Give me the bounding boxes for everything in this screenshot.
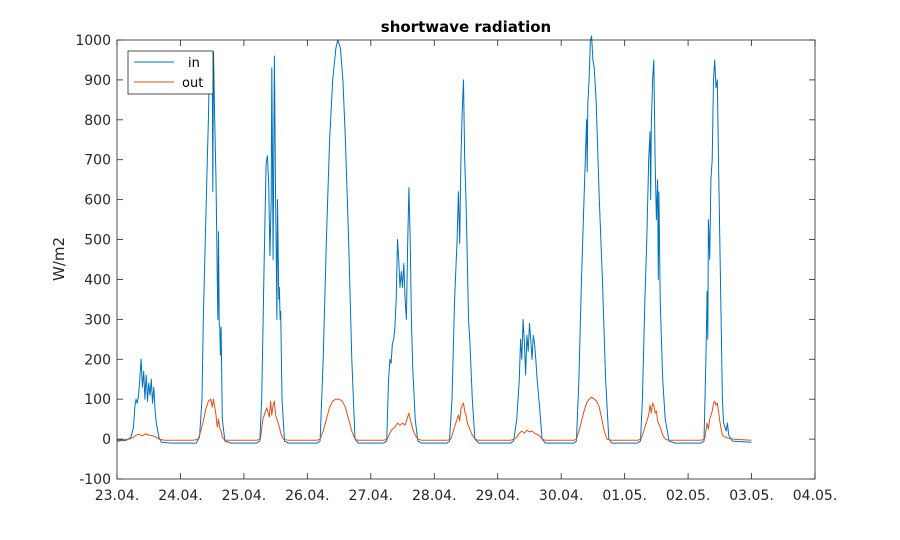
y-tick-label: 600	[84, 193, 111, 209]
x-tick-label: 23.04.	[95, 488, 140, 504]
y-tick-label: 1000	[75, 33, 111, 49]
series-layer	[116, 35, 752, 444]
x-tick-label: 29.04.	[475, 488, 520, 504]
x-tick-label: 24.04.	[158, 488, 203, 504]
x-tick-label: 02.05.	[666, 488, 711, 504]
y-tick-label: 400	[84, 272, 111, 288]
plot-area	[117, 40, 815, 479]
x-tick-label: 03.05.	[729, 488, 774, 504]
y-tick-label: 100	[84, 392, 111, 408]
legend: in out	[127, 50, 214, 95]
y-tick-label: 0	[102, 432, 111, 448]
y-tick-label: 700	[84, 153, 111, 169]
legend-label-out: out	[182, 76, 203, 91]
x-tick-label: 04.05.	[793, 488, 838, 504]
series-line-in	[116, 35, 752, 444]
y-tick-label: 900	[84, 73, 111, 89]
x-tick-label: 25.04.	[222, 488, 267, 504]
y-tick-label: 300	[84, 312, 111, 328]
series-line-out	[116, 396, 752, 441]
axes-box	[116, 39, 816, 480]
x-tick-label: 30.04.	[539, 488, 584, 504]
y-tick-label: 800	[84, 113, 111, 129]
y-axis-label: W/m2	[50, 237, 68, 281]
x-tick-label: 27.04.	[349, 488, 394, 504]
y-tick-label: 500	[84, 233, 111, 249]
x-tick-label: 26.04.	[285, 488, 330, 504]
legend-box	[127, 50, 214, 95]
chart-title: shortwave radiation	[381, 18, 551, 36]
x-tick-label: 28.04.	[412, 488, 457, 504]
y-tick-label: -100	[79, 472, 111, 488]
y-tick-label: 200	[84, 352, 111, 368]
legend-label-in: in	[188, 56, 200, 71]
x-tick-label: 01.05.	[602, 488, 647, 504]
tick-layer: -100 0 100 200 300 400 500 600 700 800 900 1000 23.0…	[75, 33, 837, 504]
